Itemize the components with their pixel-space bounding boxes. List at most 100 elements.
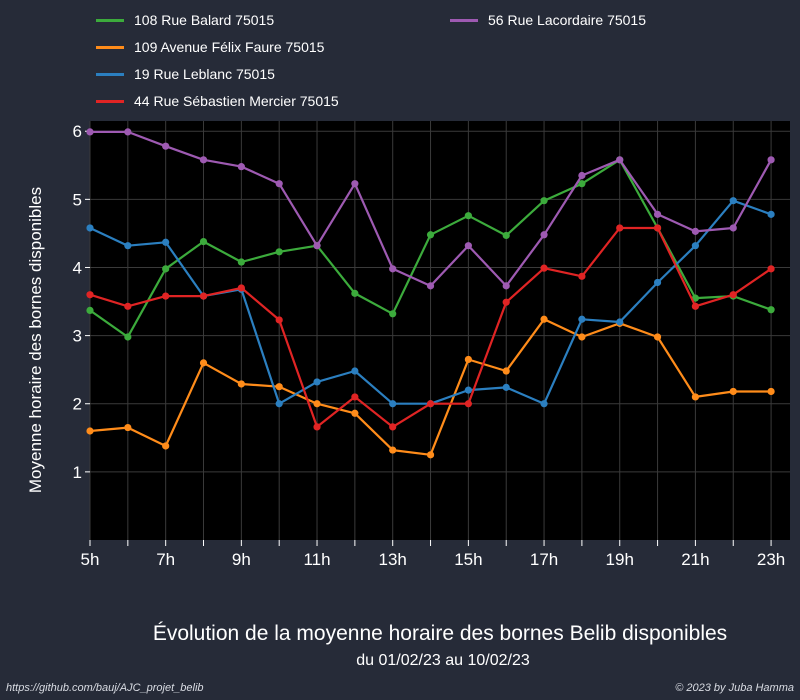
legend-swatch <box>450 19 478 22</box>
data-point <box>276 383 283 390</box>
legend-swatch <box>96 46 124 49</box>
data-point <box>351 367 358 374</box>
x-tick-label: 15h <box>454 550 482 569</box>
x-tick-label: 9h <box>232 550 251 569</box>
y-tick-label: 6 <box>73 122 82 141</box>
data-point <box>540 231 547 238</box>
data-point <box>124 242 131 249</box>
data-point <box>503 299 510 306</box>
source-link[interactable]: https://github.com/bauj/AJC_projet_belib <box>6 682 204 694</box>
data-point <box>351 180 358 187</box>
data-point <box>730 197 737 204</box>
data-point <box>162 442 169 449</box>
chart-title: Évolution de la moyenne horaire des born… <box>0 622 800 646</box>
data-point <box>238 258 245 265</box>
data-point <box>616 224 623 231</box>
legend-item[interactable]: 19 Rue Leblanc 75015 <box>96 66 275 82</box>
data-point <box>616 156 623 163</box>
data-point <box>578 172 585 179</box>
data-point <box>389 446 396 453</box>
data-point <box>767 211 774 218</box>
data-point <box>276 248 283 255</box>
y-axis-label: Moyenne horaire des bornes disponibles <box>26 187 46 493</box>
data-point <box>465 387 472 394</box>
data-point <box>200 238 207 245</box>
data-point <box>540 265 547 272</box>
y-tick-label: 2 <box>73 395 82 414</box>
x-tick-label: 21h <box>681 550 709 569</box>
data-point <box>427 282 434 289</box>
plot-area <box>90 121 790 540</box>
data-point <box>540 197 547 204</box>
data-point <box>351 393 358 400</box>
x-tick-label: 11h <box>303 550 330 569</box>
data-point <box>692 303 699 310</box>
data-point <box>578 333 585 340</box>
legend-label: 19 Rue Leblanc 75015 <box>134 66 275 82</box>
data-point <box>86 307 93 314</box>
data-point <box>238 284 245 291</box>
legend-item[interactable]: 108 Rue Balard 75015 <box>96 12 274 28</box>
data-point <box>540 316 547 323</box>
data-point <box>238 163 245 170</box>
chart-subtitle: du 01/02/23 au 10/02/23 <box>0 652 800 670</box>
data-point <box>654 279 661 286</box>
data-point <box>276 316 283 323</box>
legend-label: 44 Rue Sébastien Mercier 75015 <box>134 93 339 109</box>
legend-swatch <box>96 19 124 22</box>
y-tick-label: 3 <box>73 327 82 346</box>
data-point <box>162 239 169 246</box>
data-point <box>692 242 699 249</box>
data-point <box>86 427 93 434</box>
data-point <box>465 242 472 249</box>
data-point <box>86 128 93 135</box>
data-point <box>465 356 472 363</box>
data-point <box>767 265 774 272</box>
data-point <box>692 393 699 400</box>
data-point <box>162 265 169 272</box>
data-point <box>730 224 737 231</box>
data-point <box>427 400 434 407</box>
credit-text: © 2023 by Juba Hamma <box>675 682 794 694</box>
y-tick-label: 1 <box>73 463 82 482</box>
data-point <box>503 282 510 289</box>
data-point <box>313 400 320 407</box>
legend-label: 108 Rue Balard 75015 <box>134 12 274 28</box>
data-point <box>124 333 131 340</box>
legend-item[interactable]: 109 Avenue Félix Faure 75015 <box>96 39 324 55</box>
data-point <box>200 359 207 366</box>
legend-label: 56 Rue Lacordaire 75015 <box>488 12 646 28</box>
legend-label: 109 Avenue Félix Faure 75015 <box>134 39 324 55</box>
data-point <box>465 400 472 407</box>
data-point <box>86 224 93 231</box>
data-point <box>124 128 131 135</box>
data-point <box>313 423 320 430</box>
data-point <box>162 292 169 299</box>
data-point <box>730 291 737 298</box>
data-point <box>654 333 661 340</box>
data-point <box>540 400 547 407</box>
data-point <box>86 291 93 298</box>
data-point <box>389 310 396 317</box>
data-point <box>767 388 774 395</box>
data-point <box>427 451 434 458</box>
legend-item[interactable]: 56 Rue Lacordaire 75015 <box>450 12 646 28</box>
data-point <box>124 303 131 310</box>
x-tick-label: 5h <box>81 550 100 569</box>
data-point <box>200 292 207 299</box>
x-tick-label: 7h <box>156 550 175 569</box>
data-point <box>200 156 207 163</box>
data-point <box>578 273 585 280</box>
legend-item[interactable]: 44 Rue Sébastien Mercier 75015 <box>96 93 339 109</box>
data-point <box>389 400 396 407</box>
data-point <box>124 424 131 431</box>
data-point <box>427 231 434 238</box>
data-point <box>730 388 737 395</box>
data-point <box>503 384 510 391</box>
legend-swatch <box>96 100 124 103</box>
x-tick-label: 23h <box>757 550 785 569</box>
legend-swatch <box>96 73 124 76</box>
data-point <box>578 316 585 323</box>
x-tick-label: 19h <box>606 550 634 569</box>
data-point <box>276 400 283 407</box>
